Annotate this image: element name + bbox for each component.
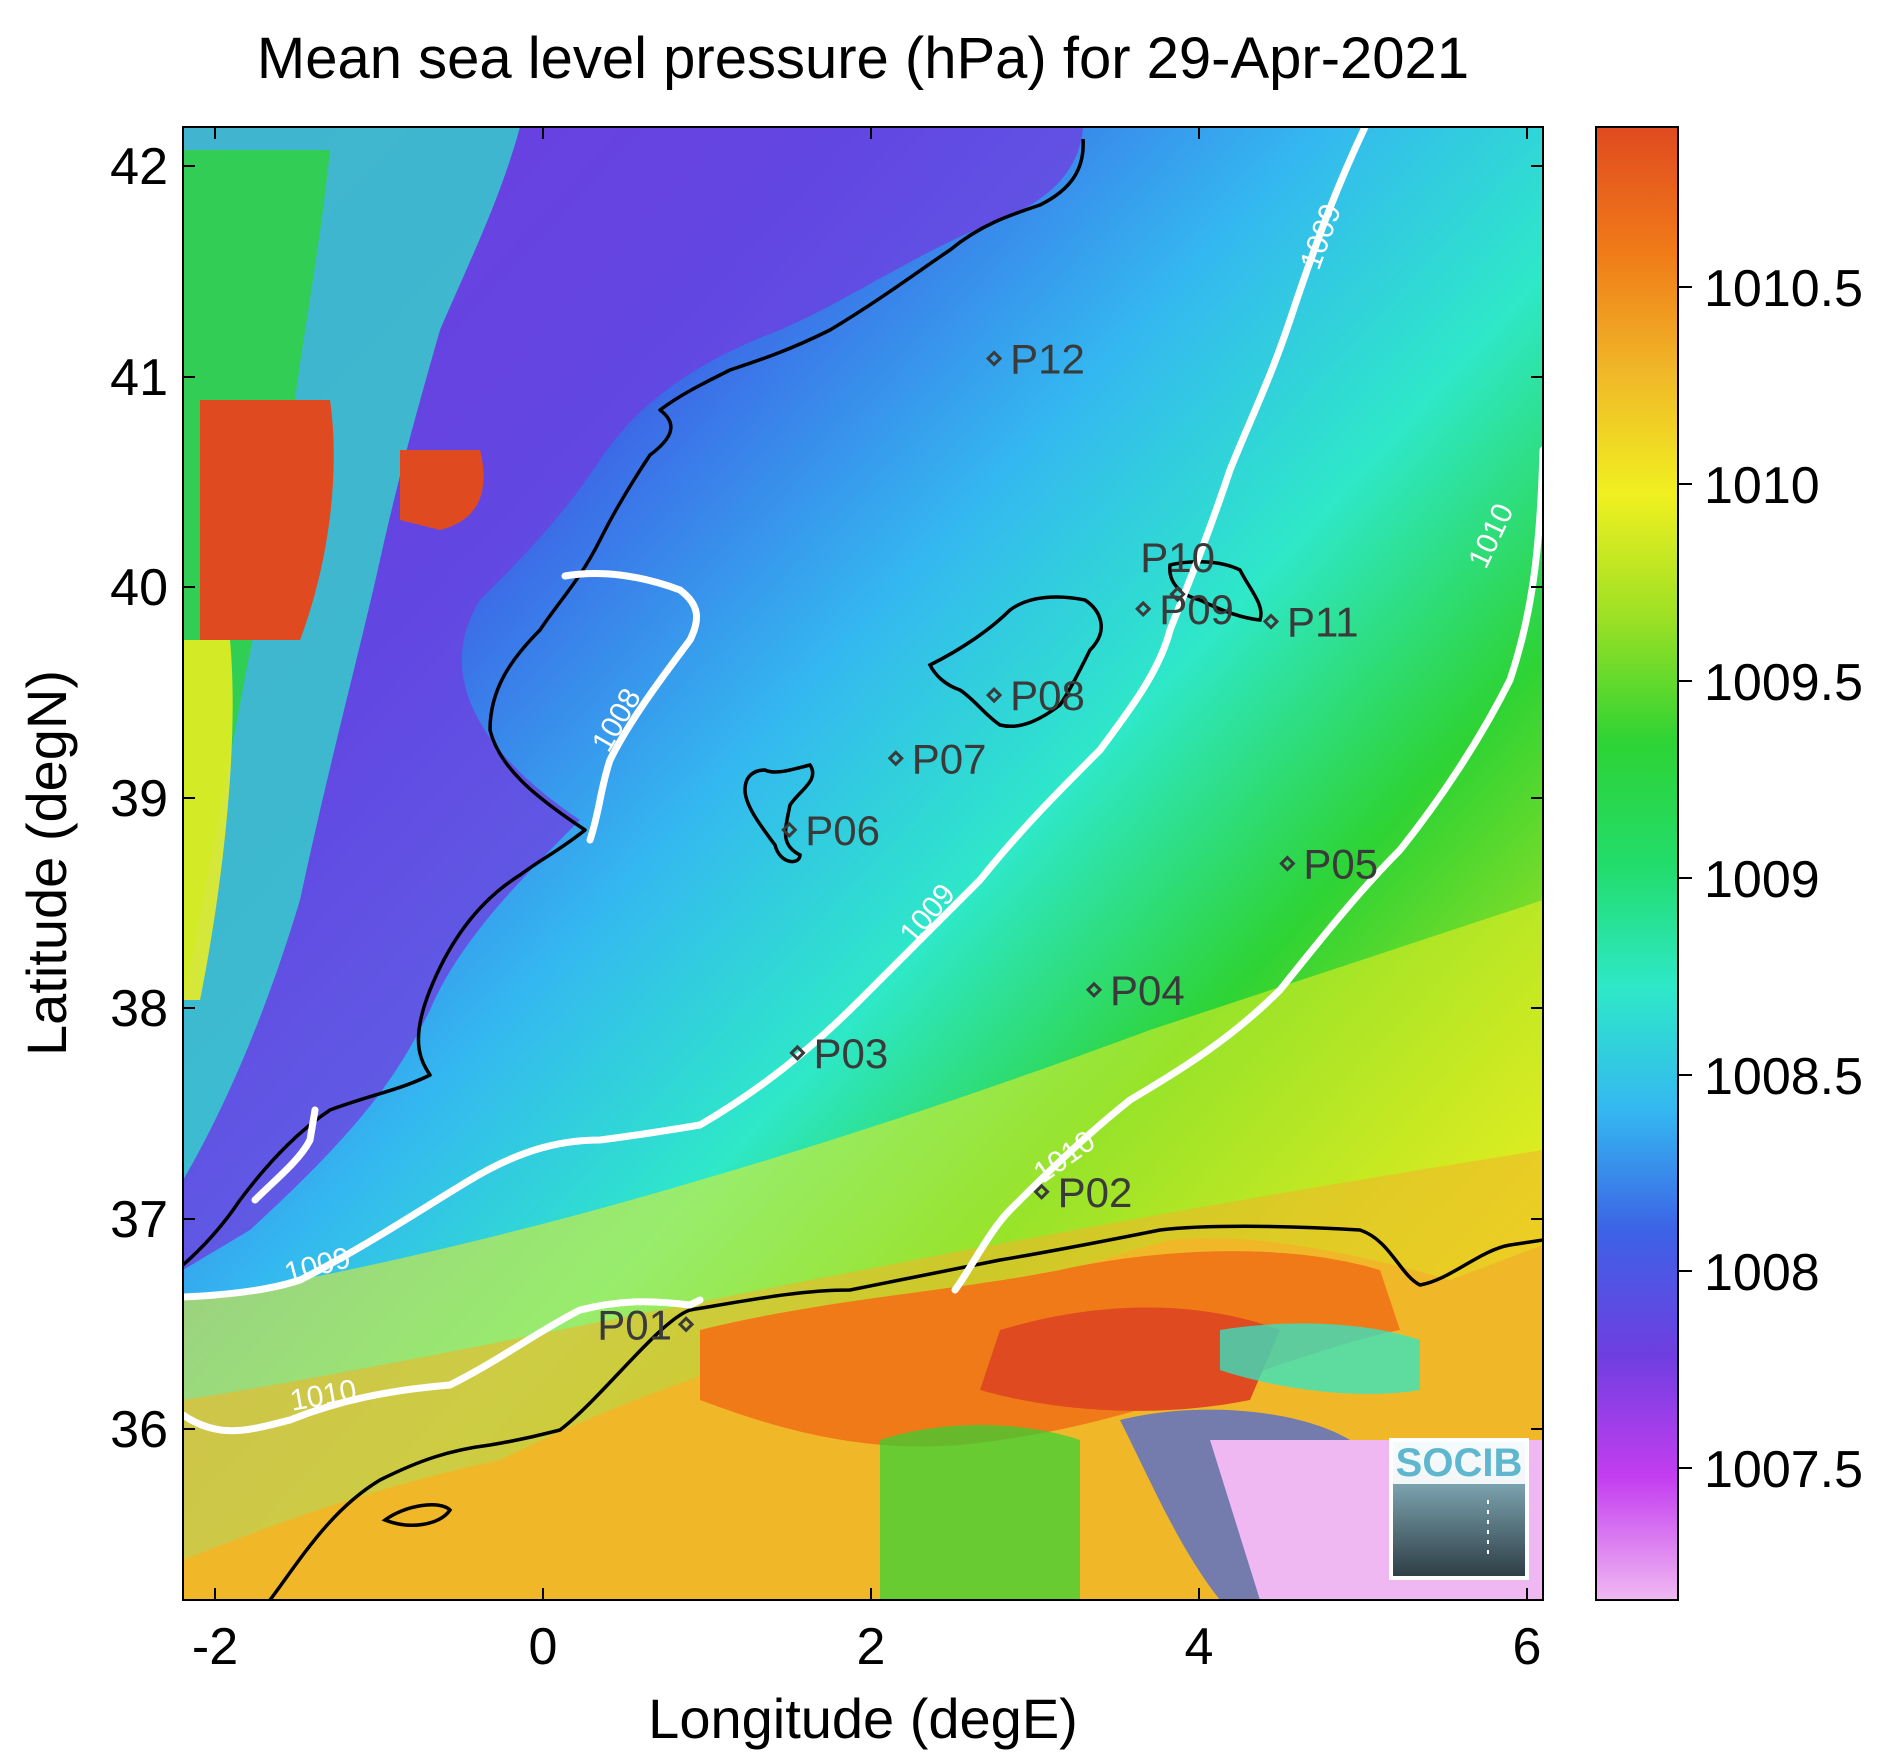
station-label: P07 bbox=[912, 735, 987, 782]
y-tick-label: 41 bbox=[110, 349, 168, 407]
station-label: P09 bbox=[1159, 586, 1234, 633]
colorbar-tick-label: 1010 bbox=[1704, 457, 1820, 515]
y-tick-label: 38 bbox=[110, 980, 168, 1038]
colorbar-tick-label: 1008.5 bbox=[1704, 1048, 1863, 1106]
station-label: P03 bbox=[813, 1030, 888, 1077]
station-marker bbox=[677, 1316, 695, 1333]
chart-title: Mean sea level pressure (hPa) for 29-Apr… bbox=[257, 26, 1469, 91]
colorbar-tick-label: 1010.5 bbox=[1704, 260, 1863, 318]
x-tick-label: 2 bbox=[857, 1618, 886, 1676]
socib-logo-text: SOCIB bbox=[1396, 1441, 1523, 1485]
x-tick-label: 6 bbox=[1513, 1618, 1542, 1676]
station-label: P06 bbox=[805, 807, 880, 854]
plot-frame bbox=[182, 126, 1544, 1601]
station-marker bbox=[985, 687, 1003, 704]
station-label: P05 bbox=[1303, 841, 1378, 888]
station-marker bbox=[1262, 613, 1280, 630]
colorbar: 1007.5 1008 1008.5 1009 1009.5 1010 1010… bbox=[1595, 126, 1863, 1601]
colorbar-tick-label: 1007.5 bbox=[1704, 1441, 1863, 1499]
station-label: P02 bbox=[1058, 1169, 1133, 1216]
pressure-field bbox=[183, 127, 1543, 1600]
station-marker bbox=[781, 821, 798, 838]
y-tick-label: 39 bbox=[110, 770, 168, 828]
y-tick-label: 37 bbox=[110, 1191, 168, 1249]
station-marker bbox=[1085, 981, 1103, 998]
isobar-1008-b bbox=[251, 1106, 319, 1204]
station-label: P12 bbox=[1010, 335, 1085, 382]
station-marker bbox=[1169, 586, 1186, 603]
isobar-1009-main bbox=[183, 127, 1369, 1301]
station-marker bbox=[1279, 855, 1296, 872]
station-label: P08 bbox=[1010, 672, 1085, 719]
station-marker bbox=[789, 1044, 806, 1062]
station-markers: P01 P02 P03 P04 P05 P06 P07 P08 P09 P10 P11 P12 bbox=[597, 335, 1378, 1348]
colorbar-tick-label: 1008 bbox=[1704, 1244, 1820, 1302]
station-label: P11 bbox=[1287, 599, 1359, 646]
station-label: P01 bbox=[597, 1301, 672, 1348]
station-marker bbox=[1135, 600, 1152, 618]
x-tick-label: 4 bbox=[1185, 1618, 1214, 1676]
x-axis-title: Longitude (degE) bbox=[648, 1687, 1078, 1750]
y-tick-label: 40 bbox=[110, 559, 168, 617]
y-tick-label: 36 bbox=[110, 1401, 168, 1459]
x-tick-label: -2 bbox=[192, 1618, 238, 1676]
y-tick-label: 42 bbox=[110, 138, 168, 196]
isobar-1010-main bbox=[183, 1296, 704, 1435]
x-axis: -2 0 2 4 6 Longitude (degE) bbox=[192, 127, 1542, 1750]
station-marker bbox=[887, 750, 904, 767]
isobars bbox=[183, 127, 1543, 1435]
y-axis: 36 37 38 39 40 41 42 Latitude (degN) bbox=[15, 138, 1543, 1459]
station-marker bbox=[1033, 1183, 1050, 1200]
socib-logo: SOCIB bbox=[1389, 1438, 1529, 1580]
station-marker bbox=[985, 350, 1003, 367]
y-axis-title: Latitude (degN) bbox=[15, 670, 78, 1056]
colorbar-tick-label: 1009 bbox=[1704, 851, 1820, 909]
isobar-1008-a bbox=[561, 570, 701, 844]
station-label: P10 bbox=[1140, 534, 1215, 581]
colorbar-tick-label: 1009.5 bbox=[1704, 654, 1863, 712]
station-label: P04 bbox=[1110, 967, 1185, 1014]
colorbar-gradient bbox=[1595, 126, 1679, 1601]
x-tick-label: 0 bbox=[529, 1618, 558, 1676]
isobar-1010-east bbox=[951, 446, 1543, 1294]
